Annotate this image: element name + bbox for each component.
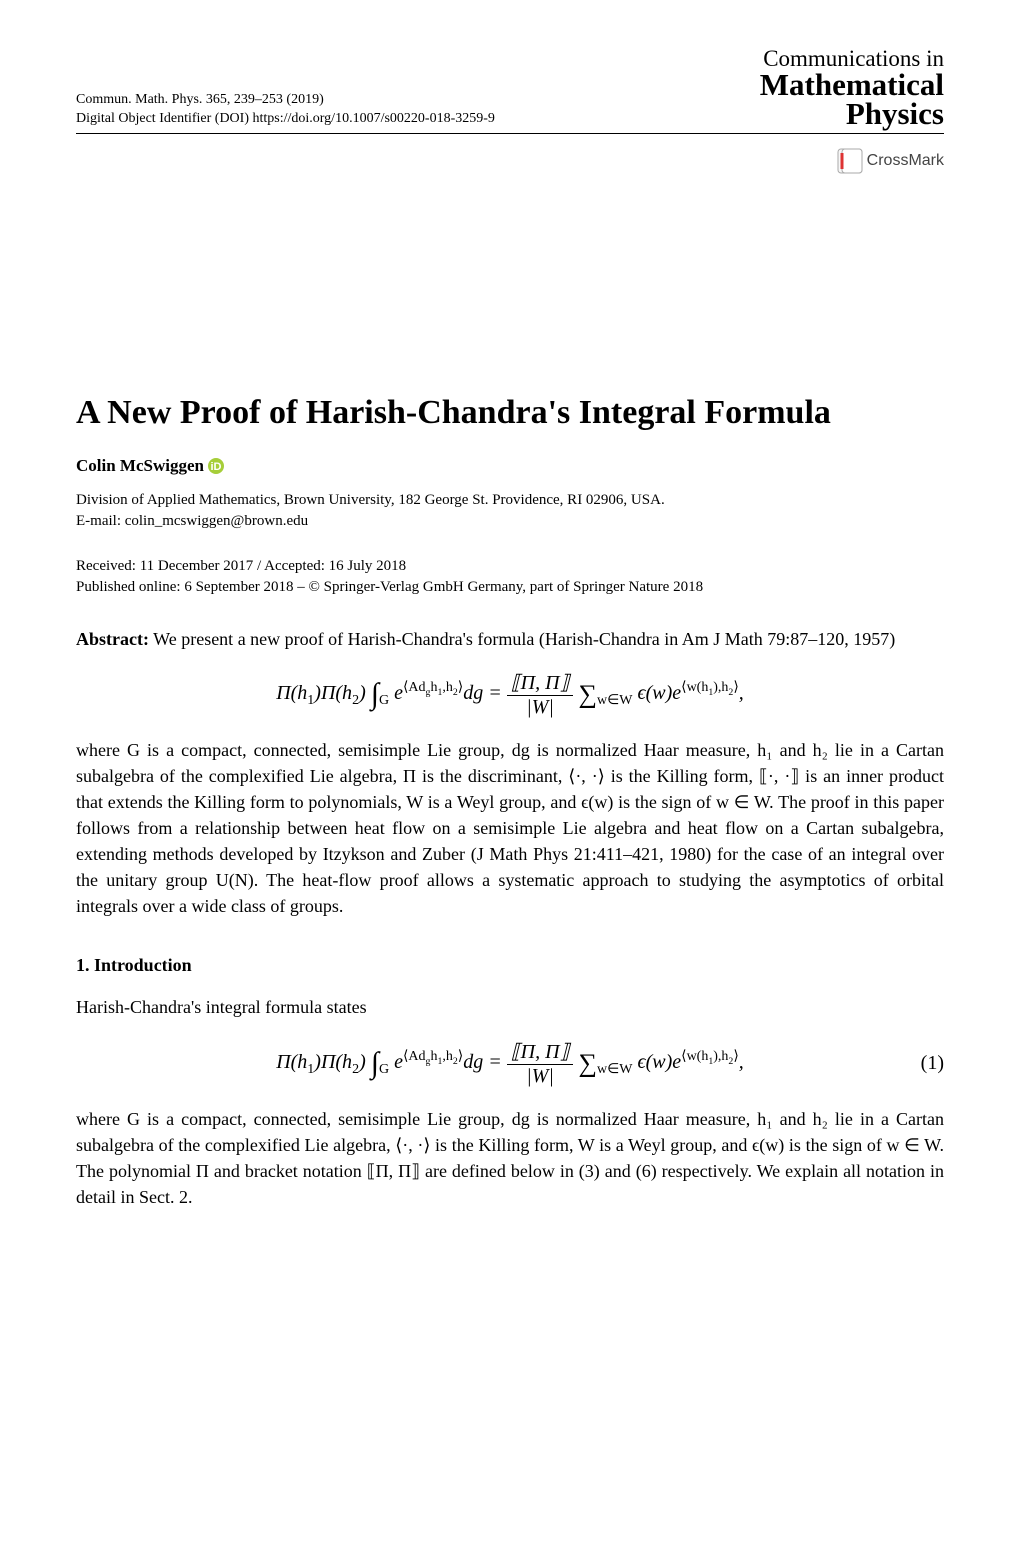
abstract-pre: Abstract: We present a new proof of Hari… [76,626,944,652]
section-1-p1: Harish-Chandra's integral formula states [76,994,944,1020]
header: Commun. Math. Phys. 365, 239–253 (2019) … [76,48,944,129]
section-1-p2: where G is a compact, connected, semisim… [76,1106,944,1210]
journal-logo: Communications in Mathematical Physics [760,48,944,129]
orcid-icon[interactable]: iD [208,458,224,474]
dates-line1: Received: 11 December 2017 / Accepted: 1… [76,556,944,577]
dates: Received: 11 December 2017 / Accepted: 1… [76,556,944,598]
author-name: Colin McSwiggen [76,456,204,476]
journal-line3: Physics [760,99,944,128]
header-rule [76,133,944,134]
equation-number: (1) [921,1052,944,1075]
affiliation: Division of Applied Mathematics, Brown U… [76,490,944,532]
citation: Commun. Math. Phys. 365, 239–253 (2019) [76,91,495,110]
abstract-label: Abstract: [76,629,149,649]
doi: Digital Object Identifier (DOI) https://… [76,110,495,129]
affiliation-line2: E-mail: colin_mcswiggen@brown.edu [76,511,944,532]
dates-line2: Published online: 6 September 2018 – © S… [76,577,944,598]
journal-line2: Mathematical [760,70,944,99]
author: Colin McSwiggen iD [76,456,944,476]
equation-1: Π(h1)Π(h2) ∫G e⟨Adgh1,h2⟩dg = ⟦Π, Π⟧|W| … [76,1039,944,1088]
paper-title: A New Proof of Harish-Chandra's Integral… [76,394,944,432]
affiliation-line1: Division of Applied Mathematics, Brown U… [76,490,944,511]
svg-text:iD: iD [210,461,221,473]
crossmark-label: CrossMark [867,152,944,170]
equation-abstract: Π(h1)Π(h2) ∫G e⟨Adgh1,h2⟩dg = ⟦Π, Π⟧|W| … [76,670,944,719]
crossmark-icon [837,148,863,174]
abstract-pretext: We present a new proof of Harish-Chandra… [153,629,895,649]
header-left: Commun. Math. Phys. 365, 239–253 (2019) … [76,91,495,129]
abstract-post: where G is a compact, connected, semisim… [76,737,944,920]
section-1-heading: 1. Introduction [76,955,944,976]
crossmark-badge[interactable]: CrossMark [837,148,944,174]
